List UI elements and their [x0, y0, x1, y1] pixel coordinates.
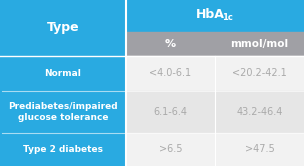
- Text: Normal: Normal: [45, 69, 81, 78]
- Text: Prediabetes/impaired
glucose tolerance: Prediabetes/impaired glucose tolerance: [8, 102, 118, 122]
- Bar: [126, 133, 215, 166]
- Text: mmol/mol: mmol/mol: [230, 39, 288, 49]
- Text: 43.2-46.4: 43.2-46.4: [236, 107, 283, 117]
- Bar: [126, 56, 215, 91]
- Text: Type: Type: [47, 22, 79, 35]
- Bar: [126, 32, 215, 56]
- Text: 6.1-6.4: 6.1-6.4: [154, 107, 188, 117]
- Text: 1c: 1c: [222, 13, 233, 23]
- Text: %: %: [165, 39, 176, 49]
- Text: >47.5: >47.5: [245, 144, 275, 155]
- Bar: [0, 56, 126, 91]
- Text: Type 2 diabetes: Type 2 diabetes: [23, 145, 103, 154]
- Text: <4.0-6.1: <4.0-6.1: [150, 69, 192, 79]
- Bar: [215, 91, 304, 133]
- Bar: [215, 32, 304, 56]
- Bar: [215, 56, 304, 91]
- Bar: [215, 133, 304, 166]
- Bar: [126, 91, 215, 133]
- Bar: [0, 133, 126, 166]
- Text: HbA: HbA: [195, 8, 224, 22]
- Bar: [0, 0, 126, 166]
- Bar: [126, 0, 304, 32]
- Bar: [0, 91, 126, 133]
- Text: <20.2-42.1: <20.2-42.1: [232, 69, 287, 79]
- Text: >6.5: >6.5: [159, 144, 182, 155]
